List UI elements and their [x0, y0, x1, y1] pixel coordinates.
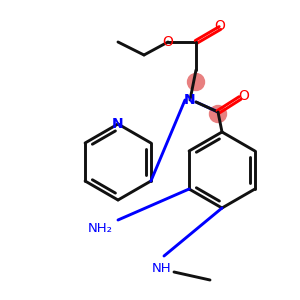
Text: O: O	[238, 89, 249, 103]
Circle shape	[188, 74, 205, 91]
Text: NH₂: NH₂	[88, 221, 112, 235]
Text: N: N	[184, 93, 196, 107]
Circle shape	[209, 106, 226, 122]
Text: N: N	[112, 117, 124, 131]
Text: NH: NH	[152, 262, 172, 275]
Text: O: O	[214, 19, 225, 33]
Text: O: O	[163, 35, 173, 49]
